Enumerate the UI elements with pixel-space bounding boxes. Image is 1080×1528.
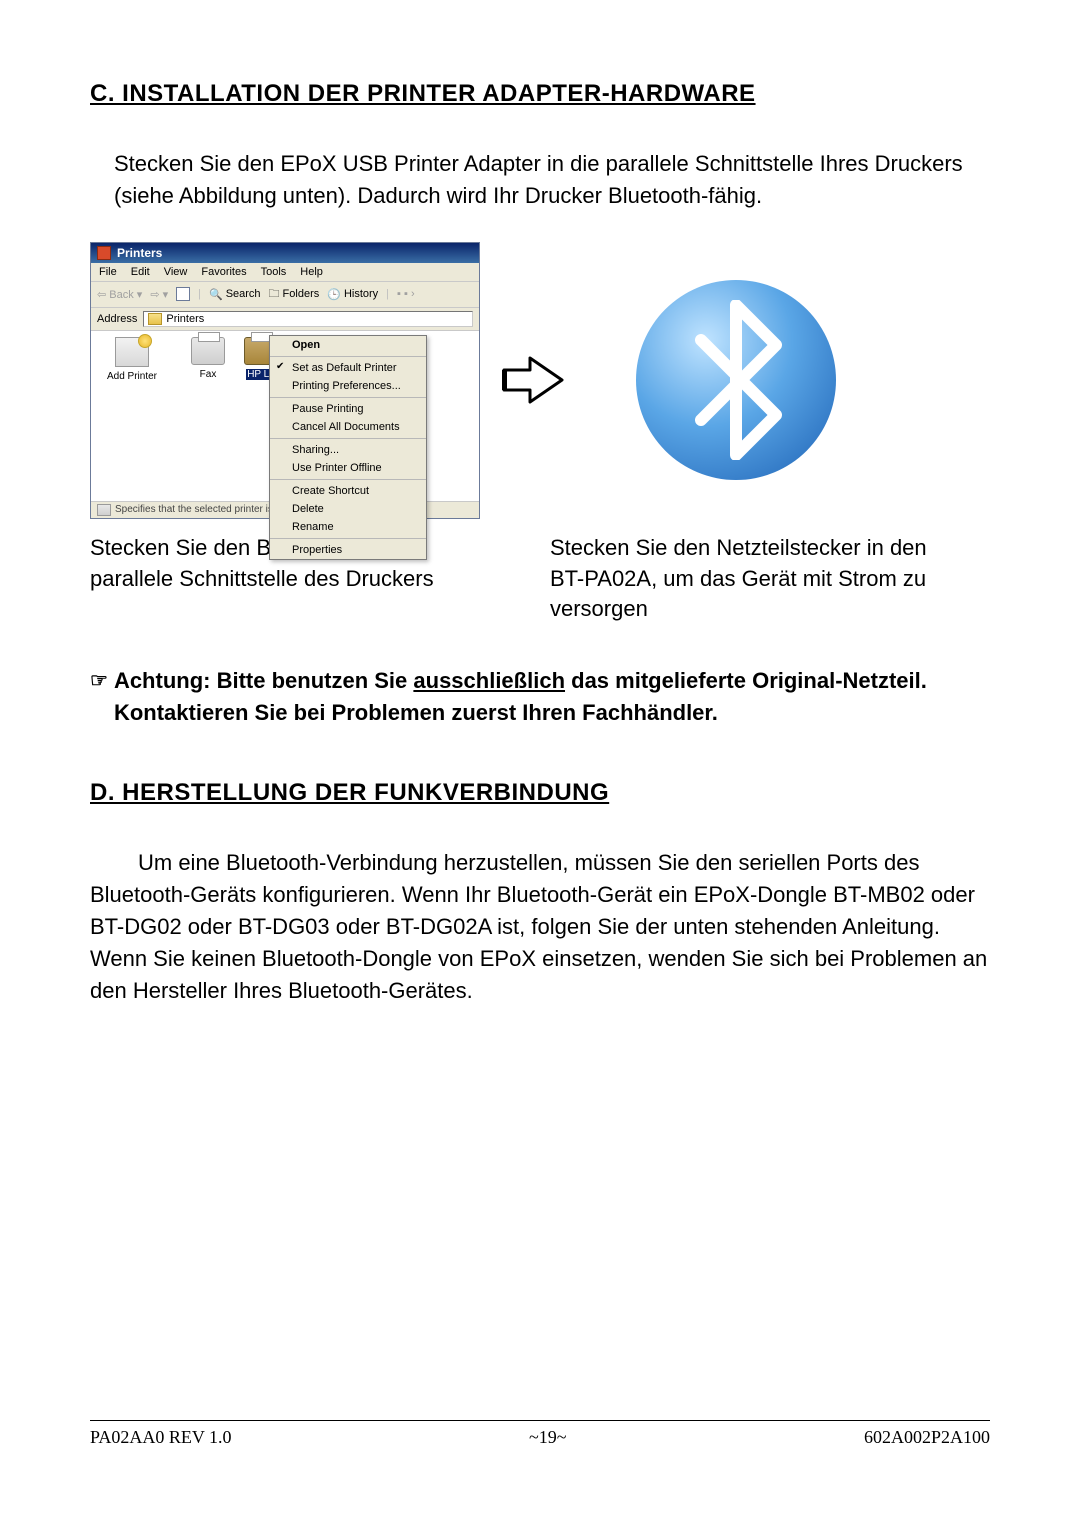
footer-left: PA02AA0 REV 1.0 (90, 1427, 232, 1448)
heading-section-d: D. HERSTELLUNG DER FUNKVERBINDUNG (90, 779, 990, 807)
add-printer-icon (115, 337, 149, 367)
address-folder-icon (148, 313, 162, 325)
printers-window: Printers File Edit View Favorites Tools … (90, 242, 480, 519)
ctx-shortcut[interactable]: Create Shortcut (270, 482, 426, 500)
bluetooth-logo (586, 270, 886, 490)
ctx-divider (270, 438, 426, 439)
window-titlebar: Printers (91, 243, 479, 263)
menu-favorites[interactable]: Favorites (201, 266, 246, 278)
toolbar-separator: | (198, 288, 201, 300)
printers-folder-icon (97, 246, 111, 260)
caption-right: Stecken Sie den Netzteilstecker in den B… (550, 533, 960, 625)
caption-row: Stecken Sie den BT-PA02A in die parallel… (90, 533, 990, 625)
address-bar: Address Printers (91, 308, 479, 331)
menu-help[interactable]: Help (300, 266, 323, 278)
paragraph-section-c: Stecken Sie den EPoX USB Printer Adapter… (114, 148, 990, 212)
ctx-rename[interactable]: Rename (270, 518, 426, 536)
back-button[interactable]: ⇦ Back ▾ (97, 288, 142, 301)
ctx-divider (270, 479, 426, 480)
ctx-divider (270, 356, 426, 357)
menubar: File Edit View Favorites Tools Help (91, 263, 479, 282)
ctx-cancel-all[interactable]: Cancel All Documents (270, 418, 426, 436)
address-label: Address (97, 313, 137, 325)
history-button[interactable]: 🕒 History (327, 288, 378, 301)
warning-prefix: Achtung: Bitte benutzen Sie (114, 668, 413, 693)
statusbar-icon (97, 504, 111, 516)
ctx-offline[interactable]: Use Printer Offline (270, 459, 426, 477)
fax-label: Fax (173, 369, 243, 380)
ctx-delete[interactable]: Delete (270, 500, 426, 518)
window-title-text: Printers (117, 246, 162, 260)
window-body: Add Printer Fax HP La Open Set as Defaul… (91, 331, 479, 501)
arrow-icon (498, 350, 568, 410)
address-value: Printers (166, 313, 204, 325)
menu-view[interactable]: View (164, 266, 188, 278)
folders-button[interactable]: 🗀 Folders (269, 285, 320, 304)
ctx-divider (270, 397, 426, 398)
menu-tools[interactable]: Tools (261, 266, 287, 278)
bluetooth-rune-icon (681, 300, 791, 460)
ctx-pause[interactable]: Pause Printing (270, 400, 426, 418)
item-fax[interactable]: Fax (173, 337, 243, 380)
paragraph-section-d: Um eine Bluetooth-Verbindung herzustelle… (90, 847, 990, 1006)
up-icon[interactable] (176, 287, 190, 301)
ctx-open[interactable]: Open (270, 336, 426, 354)
footer-center: ~19~ (529, 1427, 566, 1448)
fax-icon (191, 337, 225, 365)
ctx-sharing[interactable]: Sharing... (270, 441, 426, 459)
ctx-properties[interactable]: Properties (270, 541, 426, 559)
footer-right: 602A002P2A100 (864, 1427, 990, 1448)
ctx-printing-prefs[interactable]: Printing Preferences... (270, 377, 426, 395)
heading-section-c: C. INSTALLATION DER PRINTER ADAPTER-HARD… (90, 80, 990, 108)
item-add-printer[interactable]: Add Printer (97, 337, 167, 382)
search-button[interactable]: 🔍 Search (209, 288, 261, 301)
add-printer-label: Add Printer (97, 371, 167, 382)
menu-edit[interactable]: Edit (131, 266, 150, 278)
figure-row: Printers File Edit View Favorites Tools … (90, 242, 990, 519)
warning-text: Achtung: Bitte benutzen Sie ausschließli… (114, 665, 990, 729)
bluetooth-circle (636, 280, 836, 480)
toolbar-separator-2: | (386, 288, 389, 300)
menu-file[interactable]: File (99, 266, 117, 278)
hand-point-icon: ☞ (90, 665, 108, 729)
toolbar: ⇦ Back ▾ ⇨ ▾ | 🔍 Search 🗀 Folders 🕒 Hist… (91, 282, 479, 308)
page-footer: PA02AA0 REV 1.0 ~19~ 602A002P2A100 (90, 1420, 990, 1448)
forward-button[interactable]: ⇨ ▾ (150, 288, 168, 301)
warning-underlined: ausschließlich (413, 668, 565, 693)
toolbar-extra-icons[interactable]: ▪ ▪ › (397, 288, 415, 300)
context-menu: Open Set as Default Printer Printing Pre… (269, 335, 427, 560)
warning-block: ☞ Achtung: Bitte benutzen Sie ausschließ… (90, 665, 990, 729)
address-field[interactable]: Printers (143, 311, 473, 327)
ctx-set-default[interactable]: Set as Default Printer (270, 359, 426, 377)
ctx-divider (270, 538, 426, 539)
